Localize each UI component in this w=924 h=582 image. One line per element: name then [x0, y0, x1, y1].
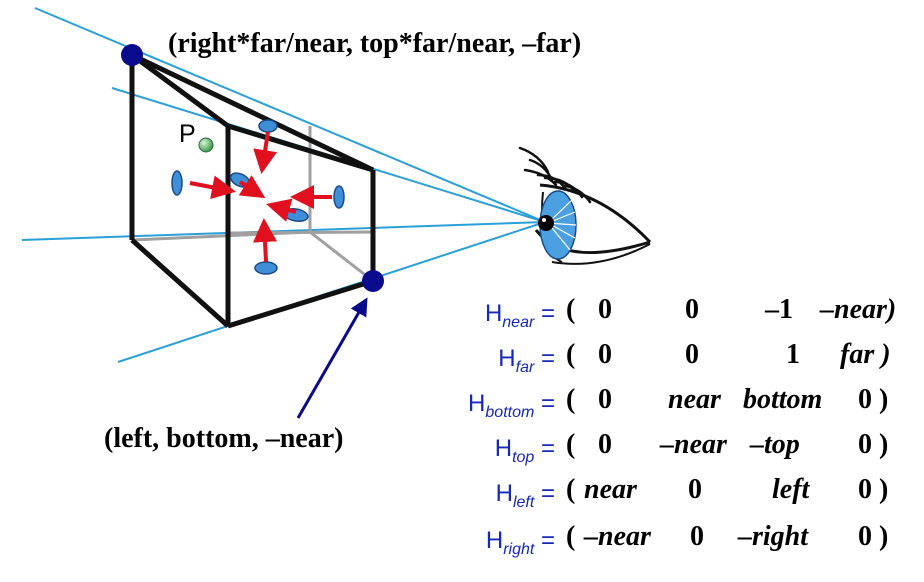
- equation-subscript: right: [503, 540, 535, 558]
- equation-label-right: Hright =: [0, 527, 555, 559]
- equation-top-cell-2: –near: [660, 429, 727, 460]
- equation-equals: =: [534, 527, 555, 554]
- equation-far-cell-1: 0: [598, 339, 612, 370]
- arrow-top: [253, 131, 277, 174]
- equation-equals: =: [534, 345, 555, 372]
- equation-equals: =: [534, 435, 555, 462]
- equation-equals: =: [534, 390, 555, 417]
- arrow-bottom: [253, 218, 277, 263]
- equation-bottom-cell-4: 0 ): [858, 384, 889, 415]
- equation-near-cell-1: 0: [598, 294, 612, 325]
- equation-left-cell-4: 0 ): [858, 474, 889, 505]
- arrow-near: [238, 175, 266, 199]
- equation-symbol: H: [468, 390, 486, 417]
- equation-equals: =: [534, 300, 555, 327]
- equation-label-left: Hleft =: [0, 480, 555, 512]
- corner-near-dot: [362, 270, 384, 292]
- equation-near-cell-2: 0: [685, 294, 699, 325]
- equation-symbol: H: [494, 435, 513, 462]
- equation-subscript: bottom: [485, 403, 535, 421]
- equation-right-cell-4: 0 ): [858, 521, 889, 552]
- ray-middle: [21, 221, 546, 241]
- corner-far-label: (right*far/near, top*far/near, –far): [168, 28, 582, 59]
- equation-right-cell-0: (: [566, 521, 576, 552]
- equation-symbol: H: [485, 527, 504, 554]
- equation-left-cell-2: 0: [688, 474, 702, 505]
- disk-left: [171, 170, 183, 196]
- equation-label-far: Hfar =: [0, 345, 555, 377]
- equation-top-cell-1: 0: [598, 429, 612, 460]
- point-p: [198, 137, 214, 153]
- equation-top-cell-3: –top: [750, 429, 800, 460]
- equation-left-cell-1: near: [584, 474, 637, 505]
- equation-subscript: left: [512, 493, 535, 511]
- equation-top-cell-4: 0 ): [858, 429, 889, 460]
- equation-bottom-cell-1: 0: [598, 384, 612, 415]
- equation-equals: =: [534, 480, 555, 507]
- eye-icon: [518, 146, 652, 265]
- arrow-left: [189, 175, 236, 200]
- equation-symbol: H: [484, 300, 503, 327]
- equation-far-cell-2: 0: [685, 339, 699, 370]
- equation-right-cell-3: –right: [738, 521, 809, 552]
- equation-left-cell-0: (: [566, 474, 576, 505]
- equation-symbol: H: [498, 345, 516, 372]
- disk-right: [333, 185, 345, 209]
- equation-subscript: top: [512, 448, 535, 466]
- equation-near-cell-3: –1: [765, 294, 793, 325]
- arrow-far: [266, 198, 297, 222]
- frustum-edges: [129, 52, 376, 329]
- equation-near-cell-4: –near): [820, 294, 897, 325]
- equation-label-bottom: Hbottom =: [0, 390, 555, 422]
- equation-top-cell-0: (: [566, 429, 576, 460]
- point-p-label: P: [179, 120, 196, 148]
- normal-arrows: [189, 131, 332, 263]
- equation-bottom-cell-0: (: [566, 384, 576, 415]
- equation-far-cell-4: far ): [840, 339, 891, 370]
- view-rays: [21, 7, 546, 363]
- equation-left-cell-3: left: [772, 474, 810, 505]
- equation-right-cell-2: 0: [690, 521, 704, 552]
- disk-bottom: [254, 261, 278, 275]
- equation-far-cell-0: (: [566, 339, 576, 370]
- hidden-edges: [131, 126, 374, 283]
- equation-bottom-cell-2: near: [668, 384, 721, 415]
- pointer-arrow: [296, 297, 368, 419]
- equation-far-cell-3: 1: [786, 339, 800, 370]
- ray-top: [34, 7, 546, 223]
- equation-right-cell-1: –near: [584, 521, 651, 552]
- equation-subscript: near: [502, 313, 535, 331]
- corner-near-label: (left, bottom, –near): [104, 423, 344, 454]
- equation-label-top: Htop =: [0, 435, 555, 467]
- equation-subscript: far: [515, 358, 535, 376]
- disk-top: [258, 119, 278, 133]
- equation-label-near: Hnear =: [0, 300, 555, 332]
- corner-far-dot: [121, 44, 143, 66]
- equation-near-cell-0: (: [566, 294, 576, 325]
- equation-symbol: H: [495, 480, 513, 507]
- equation-bottom-cell-3: bottom: [743, 384, 823, 415]
